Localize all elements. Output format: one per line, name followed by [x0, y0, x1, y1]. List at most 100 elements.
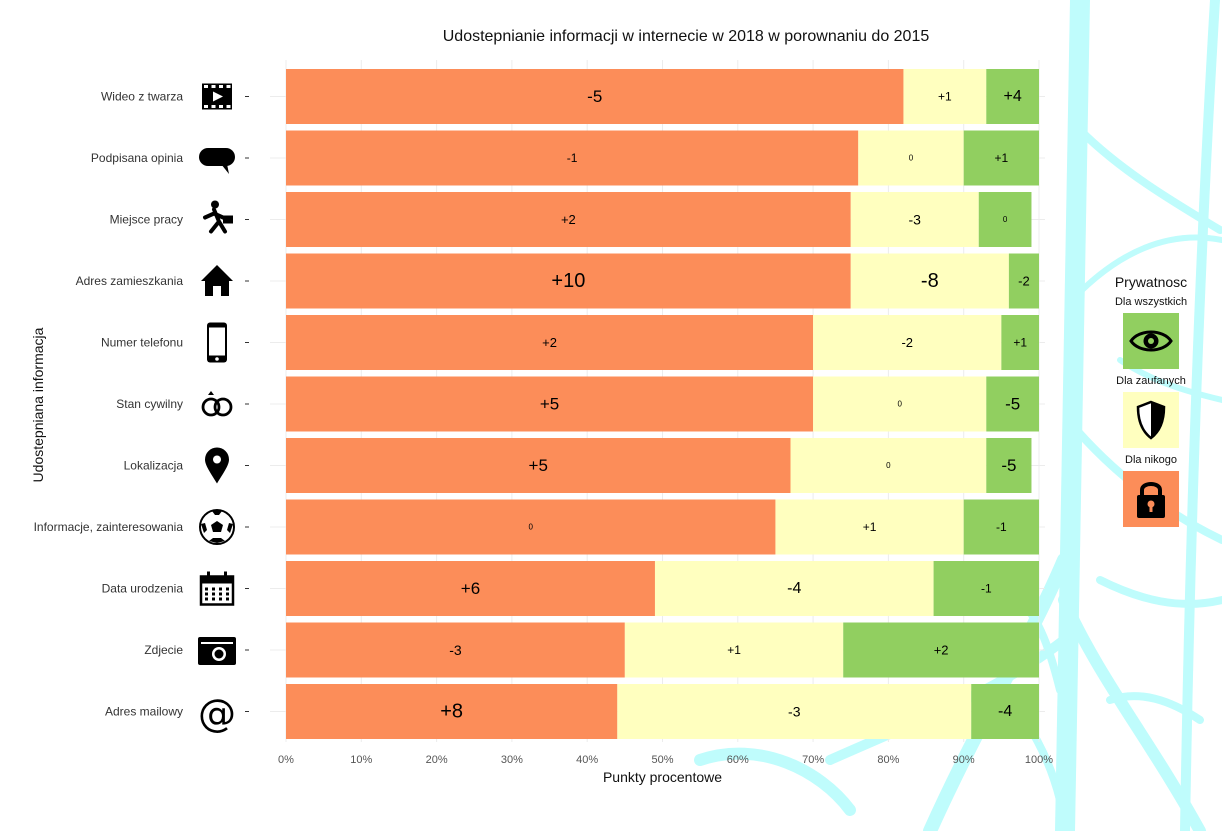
x-tick-label: 90% — [953, 754, 975, 766]
calendar-icon-part — [212, 587, 215, 591]
data-label-dla-zaufanych: +1 — [938, 90, 952, 104]
rings-icon-part — [213, 397, 233, 417]
data-label-dla-nikogo: +6 — [461, 579, 480, 598]
data-label-dla-zaufanych: -3 — [909, 212, 922, 228]
bar-dla-wszystkich-wideo-z-twarza — [986, 69, 1039, 124]
category-label-numer-telefonu: Numer telefonu — [101, 336, 183, 350]
data-label-dla-nikogo: -5 — [587, 87, 602, 106]
bar-dla-nikogo-numer-telefonu — [286, 315, 814, 370]
legend-label-dla-zaufanych: Dla zaufanych — [1116, 375, 1186, 387]
labels-layer: -5 +1 +4 -1 0 +1 +2 -3 0 +10 -8 -2 +2 -2 +1 +5 0 -5 +5 0 -5 0… — [440, 87, 1029, 723]
x-tick-label: 80% — [877, 754, 899, 766]
camera-icon — [198, 637, 236, 665]
y-axis-label: Udostepniana informacja — [30, 327, 46, 483]
x-tick-label: 0% — [278, 754, 294, 766]
shield-icon — [1136, 400, 1166, 440]
film-icon-part — [226, 105, 231, 108]
film-icon-part — [219, 85, 223, 88]
data-label-dla-wszystkich: +4 — [1004, 88, 1022, 105]
x-tick-label: 50% — [651, 754, 673, 766]
soccer-ball-icon — [199, 509, 235, 545]
businessman-icon-part — [211, 200, 219, 209]
data-label-dla-wszystkich: -1 — [981, 582, 992, 596]
eye-icon — [1129, 330, 1173, 352]
data-label-dla-zaufanych: -3 — [788, 704, 801, 720]
calendar-icon-part — [207, 571, 210, 580]
bar-dla-wszystkich-podpisana-opinia — [963, 130, 1039, 186]
bar-dla-zaufanych-adres-mailowy — [617, 684, 972, 739]
data-label-dla-wszystkich: 0 — [1003, 215, 1008, 224]
bars-layer — [286, 69, 1039, 739]
smartphone-icon — [207, 322, 227, 363]
data-label-dla-nikogo: +2 — [542, 335, 557, 350]
data-label-dla-wszystkich: -5 — [1001, 456, 1016, 475]
chart-title: Udostepnianie informacji w internecie w … — [442, 28, 930, 45]
film-icon-part — [204, 85, 208, 88]
location-pin-icon-part — [205, 447, 229, 484]
bar-dla-nikogo-adres-zamieszkania — [286, 253, 851, 309]
data-label-dla-zaufanych: -2 — [901, 335, 913, 350]
bar-dla-zaufanych-numer-telefonu — [813, 315, 1002, 370]
calendar-icon-part — [212, 592, 215, 596]
smartphone-icon-part — [209, 327, 225, 356]
x-tick-label: 100% — [1025, 754, 1053, 766]
calendar-icon-part — [205, 597, 208, 601]
film-icon-part — [211, 85, 216, 88]
legend-title: Prywatnosc — [1114, 274, 1188, 290]
camera-icon-part — [201, 642, 233, 644]
bar-dla-nikogo-podpisana-opinia — [286, 130, 859, 186]
x-tick-label: 30% — [501, 754, 523, 766]
calendar-icon-part — [219, 597, 222, 601]
calendar-icon-part — [201, 576, 233, 584]
category-label-stan-cywilny: Stan cywilny — [116, 397, 183, 411]
soccer-ball-icon-part — [212, 511, 222, 515]
calendar-icon-part — [226, 587, 229, 591]
rings-icon-part — [201, 397, 221, 417]
x-tick-label: 40% — [576, 754, 598, 766]
soccer-ball-icon-part — [211, 521, 223, 532]
house-icon-part — [201, 265, 233, 296]
house-icon — [201, 265, 233, 296]
calendar-icon-part — [219, 592, 222, 596]
ticks-layer: 0% 10% 20% 30% 40% 50% 60% 70% 80% 90% 100% Wideo z… — [34, 90, 1054, 767]
legend-swatch-dla-wszystkich — [1123, 313, 1179, 369]
bar-dla-nikogo-miejsce-pracy — [286, 192, 851, 247]
bar-dla-nikogo-stan-cywilny — [286, 376, 814, 432]
speech-bubble-icon-part — [199, 148, 235, 166]
data-label-dla-nikogo: 0 — [528, 523, 533, 532]
calendar-icon-part — [205, 592, 208, 596]
at-sign-icon-part: @ — [198, 692, 236, 736]
data-label-dla-nikogo: +5 — [529, 456, 548, 475]
bar-dla-nikogo-adres-mailowy — [286, 684, 618, 739]
data-label-dla-wszystkich: -2 — [1018, 274, 1030, 289]
calendar-icon-part — [205, 587, 208, 591]
category-label-adres-zamieszkania: Adres zamieszkania — [76, 274, 184, 288]
data-label-dla-wszystkich: +1 — [995, 151, 1009, 165]
x-tick-label: 20% — [426, 754, 448, 766]
category-label-zdjecie: Zdjecie — [144, 643, 183, 657]
bar-dla-zaufanych-adres-zamieszkania — [850, 253, 1009, 309]
data-label-dla-nikogo: +10 — [551, 270, 585, 292]
bar-dla-zaufanych-informacje-zainteresowania — [775, 499, 964, 555]
data-label-dla-wszystkich: -1 — [996, 520, 1007, 534]
data-label-dla-wszystkich: -4 — [998, 703, 1012, 720]
soccer-ball-icon-part — [209, 538, 225, 543]
data-label-dla-nikogo: +8 — [440, 701, 463, 723]
film-icon-part — [211, 105, 216, 108]
businessman-icon-part — [203, 207, 227, 234]
category-label-adres-mailowy: Adres mailowy — [105, 705, 183, 719]
smartphone-icon-part — [215, 357, 219, 361]
calendar-icon-part — [212, 597, 215, 601]
bar-dla-zaufanych-podpisana-opinia — [858, 130, 964, 186]
icons-layer: @ — [198, 83, 236, 736]
x-tick-label: 70% — [802, 754, 824, 766]
soccer-ball-icon-part — [227, 523, 233, 533]
bar-dla-zaufanych-zdjecie — [624, 622, 844, 678]
film-icon-part — [213, 91, 223, 102]
bar-dla-nikogo-wideo-z-twarza — [286, 69, 904, 124]
x-tick-label: 10% — [350, 754, 372, 766]
data-label-dla-wszystkich: +1 — [1013, 336, 1027, 350]
calendar-icon-part — [219, 587, 222, 591]
